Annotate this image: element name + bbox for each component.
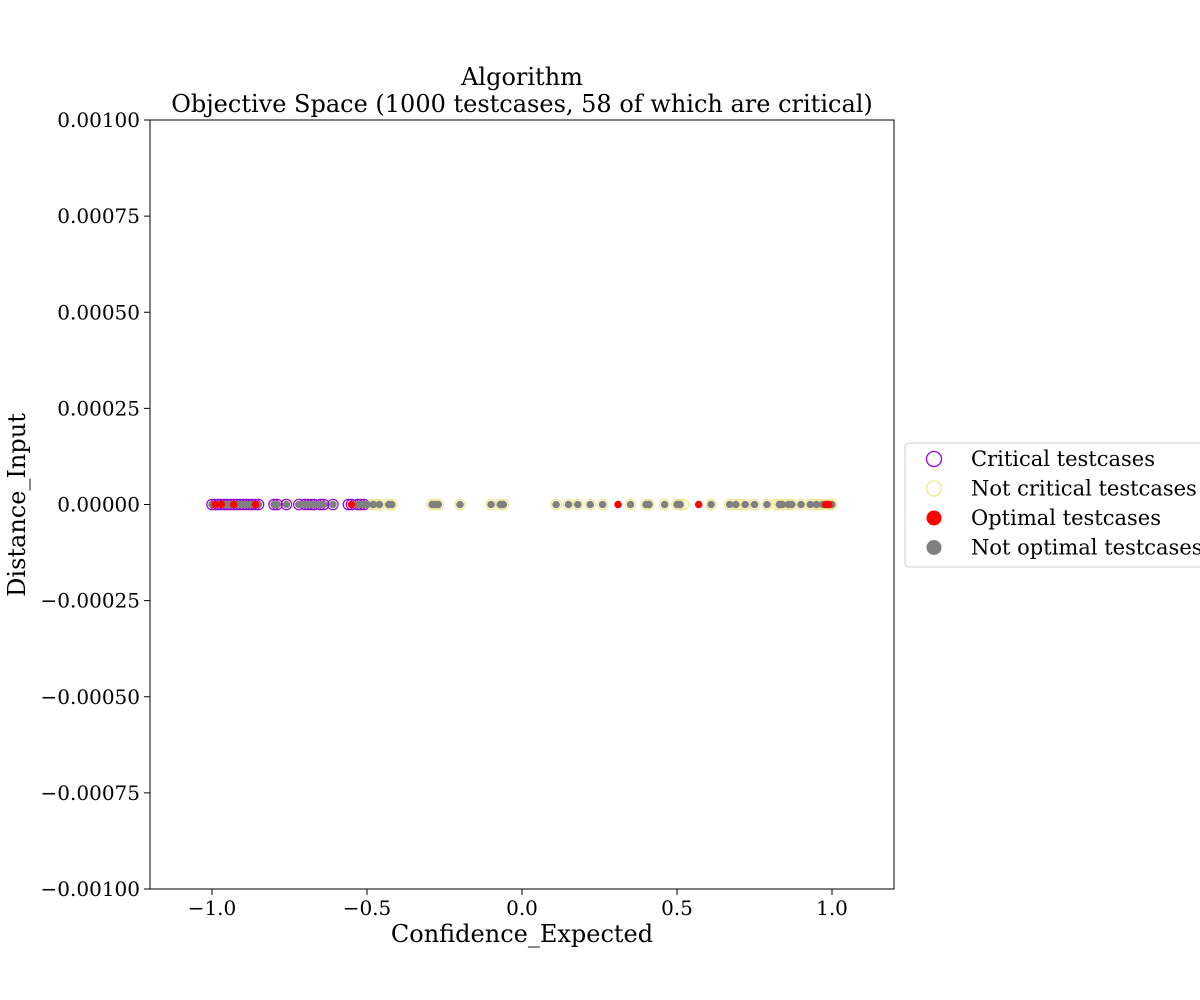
x-tick-label: −1.0 — [188, 896, 237, 920]
not-critical-point — [584, 498, 596, 511]
not-critical-point — [562, 498, 575, 511]
x-axis-label: Confidence_Expected — [391, 920, 653, 948]
legend-label: Optimal testcases — [971, 506, 1161, 530]
not-optimal-point — [388, 500, 396, 509]
not-critical-point — [658, 498, 671, 511]
optimal-point — [694, 500, 703, 509]
not-critical-point — [624, 498, 637, 511]
optimal-point — [347, 500, 356, 509]
not-optimal-point — [564, 500, 573, 509]
not-optimal-point — [763, 500, 771, 509]
not-optimal-point — [732, 500, 740, 509]
x-tick-label: 0.5 — [661, 896, 693, 920]
not-optimal-point — [806, 500, 815, 509]
y-tick-label: −0.00025 — [41, 589, 140, 613]
optimal-point — [229, 500, 238, 509]
not-optimal-point — [598, 500, 607, 509]
not-optimal-point — [707, 500, 715, 509]
optimal-point — [825, 500, 833, 509]
plot-points — [206, 498, 838, 511]
x-tick-label: 1.0 — [816, 896, 848, 920]
not-optimal-point — [552, 500, 560, 509]
legend-items: Critical testcases Not critical testcases… — [925, 447, 1200, 560]
legend-label: Not critical testcases — [971, 477, 1197, 501]
not-optimal-point — [750, 500, 759, 509]
not-optimal-point — [741, 500, 749, 509]
optimal-point — [614, 500, 622, 509]
not-optimal-point — [363, 500, 371, 509]
legend-marker — [926, 540, 942, 555]
not-optimal-point — [676, 500, 684, 509]
not-critical-point — [739, 498, 751, 511]
not-optimal-point — [787, 500, 796, 509]
not-optimal-point — [310, 500, 319, 509]
not-optimal-point — [645, 500, 653, 509]
not-critical-point — [705, 498, 717, 511]
legend-label: Not optimal testcases — [971, 536, 1200, 560]
not-optimal-point — [282, 500, 291, 509]
critical-point — [280, 498, 293, 511]
not-optimal-point — [725, 500, 734, 509]
chart-title: Algorithm — [460, 63, 583, 91]
x-tick-label: 0.0 — [506, 896, 538, 920]
not-optimal-point — [812, 500, 821, 509]
y-tick-label: 0.00000 — [57, 493, 140, 517]
not-optimal-point — [499, 500, 508, 509]
y-tick-label: −0.00075 — [41, 781, 140, 805]
not-optimal-point — [456, 500, 464, 509]
not-optimal-point — [778, 500, 787, 509]
not-optimal-point — [273, 500, 281, 509]
critical-point — [327, 498, 339, 511]
not-optimal-point — [434, 500, 443, 509]
not-optimal-point — [660, 500, 669, 509]
x-axis-ticks: −1.0 −0.5 0.0 0.5 1.0 — [188, 889, 848, 920]
not-optimal-point — [375, 500, 384, 509]
not-optimal-point — [626, 500, 635, 509]
optimal-point — [217, 500, 226, 509]
x-tick-label: −0.5 — [343, 896, 392, 920]
not-critical-point — [748, 498, 761, 511]
not-critical-point — [795, 498, 807, 511]
y-tick-label: −0.00100 — [41, 877, 140, 901]
not-optimal-point — [329, 500, 337, 509]
not-optimal-point — [245, 500, 253, 509]
y-tick-label: 0.00075 — [57, 204, 140, 228]
not-critical-point — [571, 498, 584, 511]
y-tick-label: −0.00050 — [41, 685, 140, 709]
y-tick-label: 0.00050 — [57, 300, 140, 324]
legend-marker — [925, 480, 943, 497]
not-optimal-point — [295, 500, 303, 509]
optimal-point — [251, 500, 260, 509]
legend-label: Critical testcases — [971, 447, 1155, 471]
y-axis-ticks: −0.00100 −0.00075 −0.00050 −0.00025 0.00000 0… — [41, 108, 150, 901]
legend-marker — [925, 450, 943, 468]
not-optimal-point — [574, 500, 582, 509]
not-optimal-point — [319, 500, 328, 509]
not-optimal-point — [586, 500, 594, 509]
legend-frame — [904, 442, 1200, 568]
y-tick-label: 0.00100 — [57, 108, 140, 132]
optimal-point — [211, 500, 219, 509]
not-critical-point — [761, 498, 773, 511]
not-critical-point — [485, 498, 497, 511]
legend: Critical testcases Not critical testcases… — [904, 442, 1200, 568]
not-critical-point — [454, 498, 466, 511]
not-critical-point — [550, 498, 562, 511]
not-optimal-point — [797, 500, 805, 509]
not-optimal-point — [487, 500, 495, 509]
chart-subtitle: Objective Space (1000 testcases, 58 of w… — [171, 90, 873, 118]
y-axis-label: Distance_Input — [3, 413, 31, 597]
not-critical-point — [596, 498, 609, 511]
not-optimal-point — [369, 500, 378, 509]
legend-marker — [926, 510, 942, 526]
y-tick-label: 0.00025 — [57, 396, 140, 420]
